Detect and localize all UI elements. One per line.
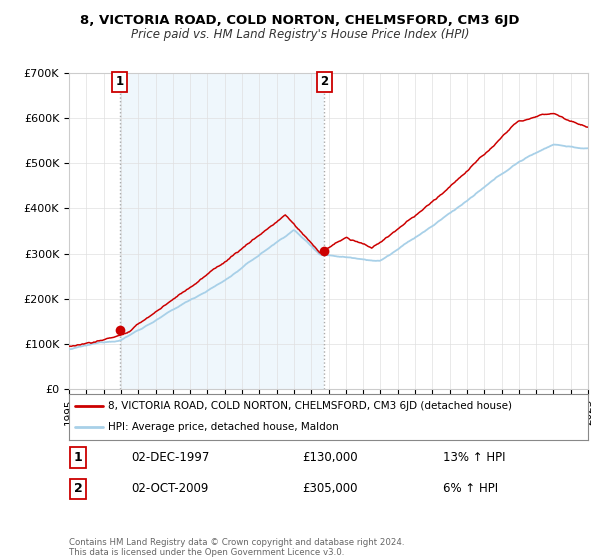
Text: 8, VICTORIA ROAD, COLD NORTON, CHELMSFORD, CM3 6JD (detached house): 8, VICTORIA ROAD, COLD NORTON, CHELMSFOR…	[108, 401, 512, 411]
Text: Contains HM Land Registry data © Crown copyright and database right 2024.
This d: Contains HM Land Registry data © Crown c…	[69, 538, 404, 557]
Text: HPI: Average price, detached house, Maldon: HPI: Average price, detached house, Mald…	[108, 422, 338, 432]
Text: 2: 2	[320, 76, 328, 88]
Text: 8, VICTORIA ROAD, COLD NORTON, CHELMSFORD, CM3 6JD: 8, VICTORIA ROAD, COLD NORTON, CHELMSFOR…	[80, 14, 520, 27]
Bar	[119, 73, 324, 389]
Text: £130,000: £130,000	[302, 451, 358, 464]
Text: 2: 2	[74, 482, 83, 496]
Text: 13% ↑ HPI: 13% ↑ HPI	[443, 451, 505, 464]
Text: 02-OCT-2009: 02-OCT-2009	[131, 482, 209, 496]
Text: 6% ↑ HPI: 6% ↑ HPI	[443, 482, 498, 496]
Text: 1: 1	[74, 451, 83, 464]
Text: Price paid vs. HM Land Registry's House Price Index (HPI): Price paid vs. HM Land Registry's House …	[131, 28, 469, 41]
Text: 02-DEC-1997: 02-DEC-1997	[131, 451, 209, 464]
Text: 1: 1	[115, 76, 124, 88]
Text: £305,000: £305,000	[302, 482, 358, 496]
